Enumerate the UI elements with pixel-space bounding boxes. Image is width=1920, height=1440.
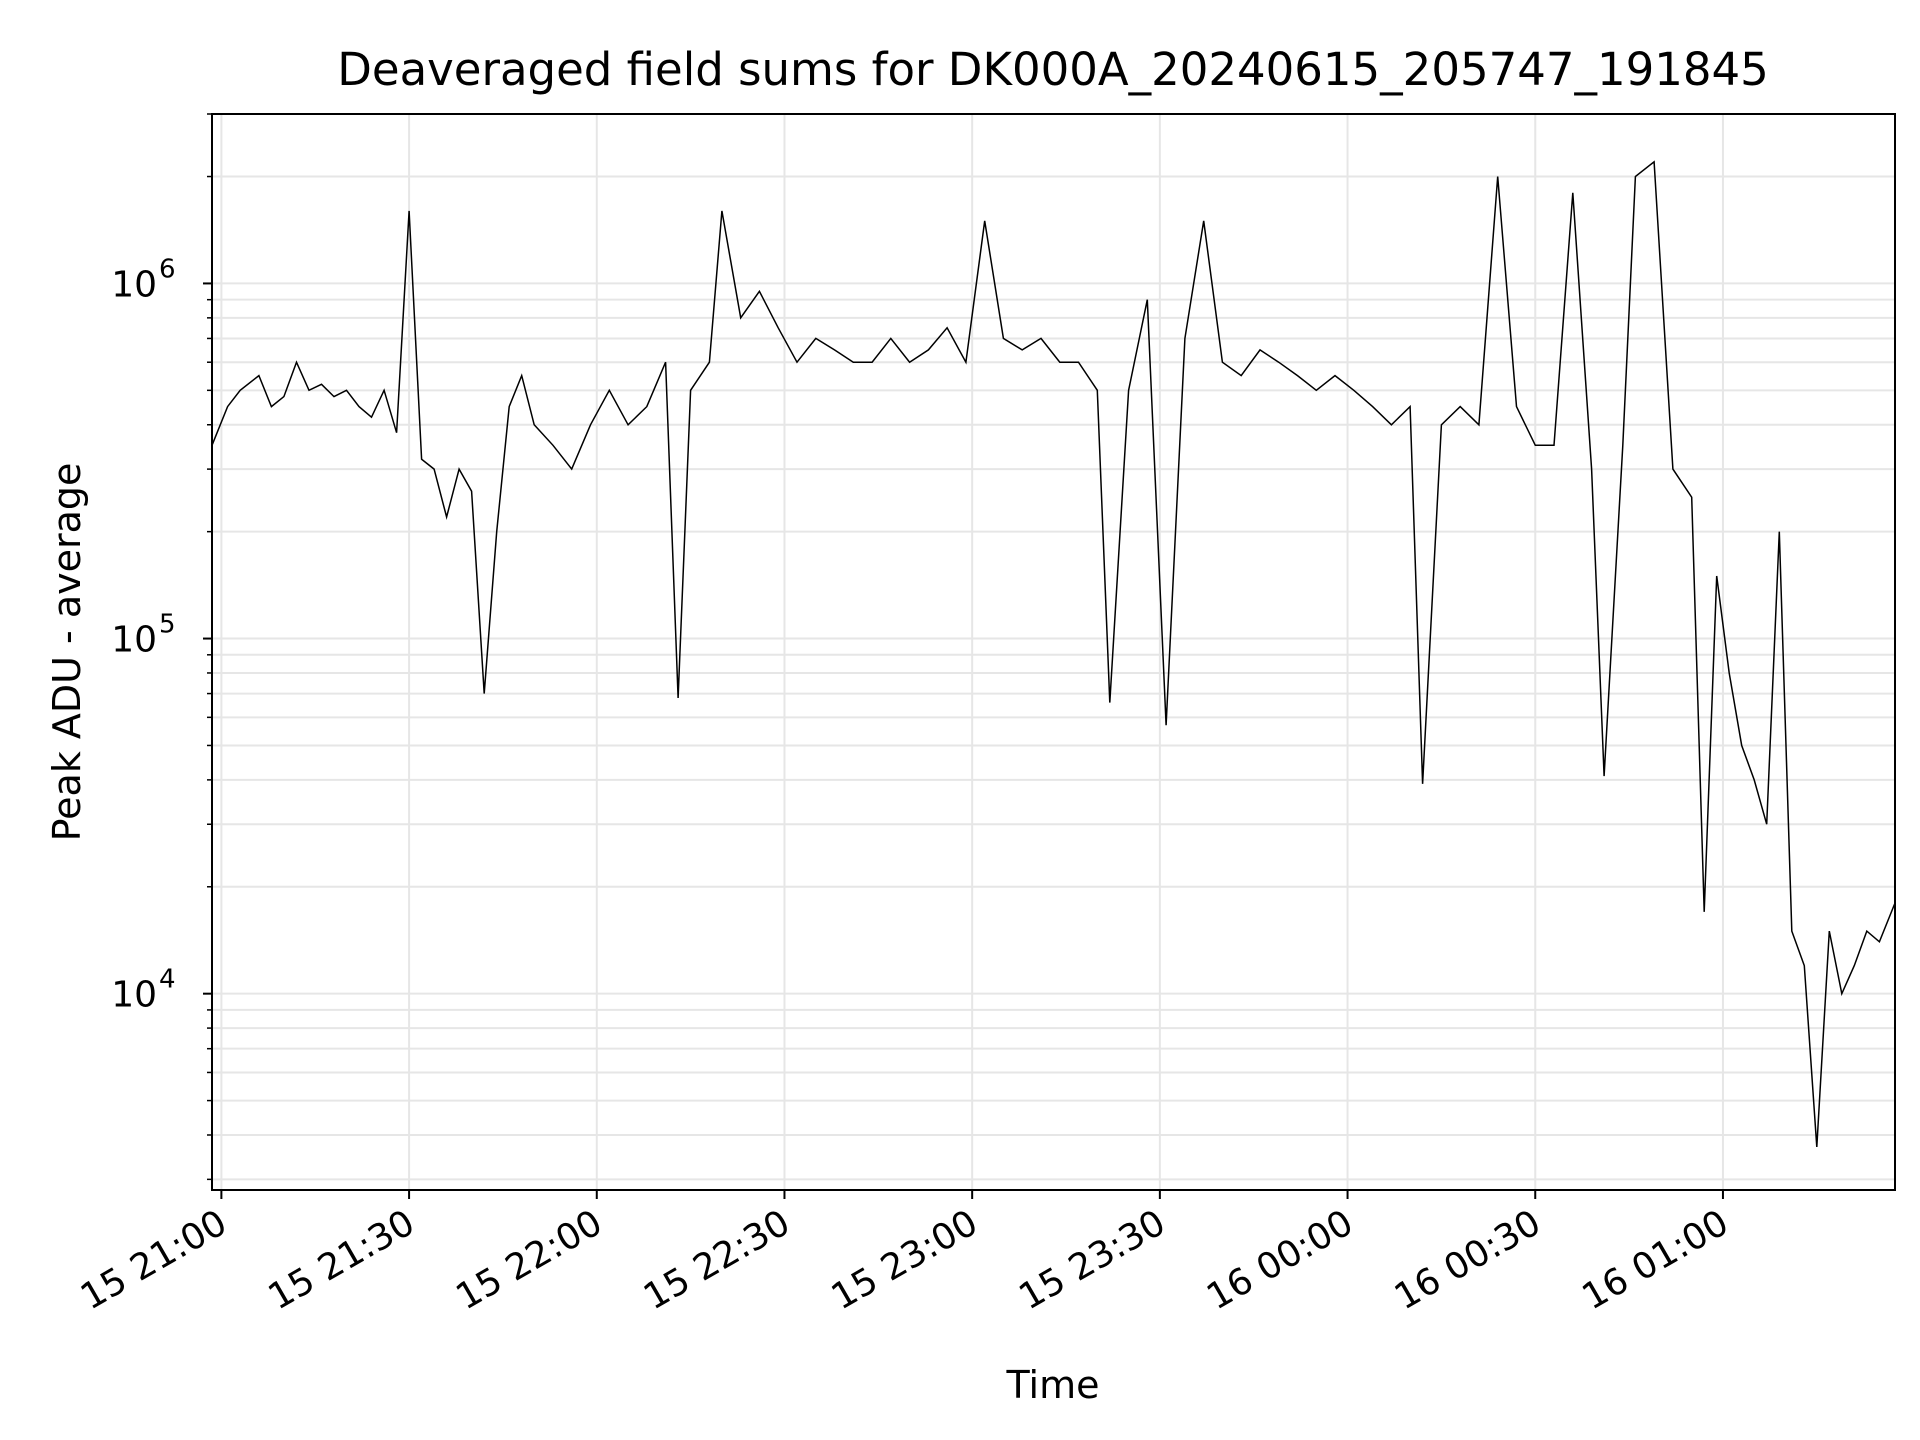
x-tick-label: 16 00:30: [1388, 1202, 1548, 1318]
plot-frame: [211, 113, 1896, 1191]
x-tick-label: 15 21:30: [262, 1202, 422, 1318]
x-tick-label: 15 22:30: [637, 1202, 797, 1318]
x-tick-label: 16 00:00: [1200, 1202, 1360, 1318]
y-tick-label: 10: [111, 620, 157, 661]
x-tick-label: 15 21:00: [74, 1202, 234, 1318]
x-tick-label: 15 23:30: [1012, 1202, 1172, 1318]
y-axis-label: Peak ADU - average: [45, 463, 89, 842]
chart-title: Deaveraged field sums for DK000A_2024061…: [337, 43, 1769, 96]
grid-layer: [212, 113, 1895, 1190]
y-tick-label: 10: [111, 975, 157, 1016]
y-tick-label-exponent: 5: [159, 610, 176, 640]
x-tick-label: 15 22:00: [449, 1202, 609, 1318]
x-tick-label: 15 23:00: [825, 1202, 985, 1318]
series-layer: [211, 160, 1896, 1148]
y-tick-label-exponent: 6: [159, 254, 176, 284]
x-axis-label: Time: [1006, 1363, 1100, 1407]
label-layer: Deaveraged field sums for DK000A_2024061…: [45, 43, 1769, 1407]
x-tick-label: 16 01:00: [1576, 1202, 1736, 1318]
y-tick-label: 10: [111, 264, 157, 305]
series-line: [211, 160, 1896, 1148]
y-tick-label-exponent: 4: [159, 965, 176, 995]
